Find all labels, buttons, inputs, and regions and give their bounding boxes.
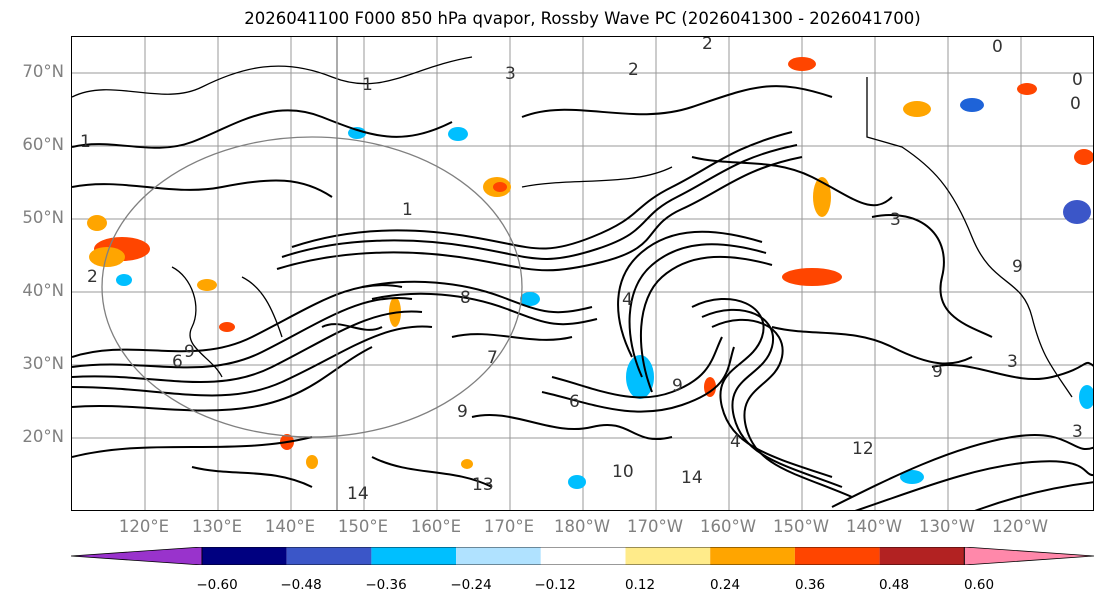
colorbar-segment — [286, 547, 372, 565]
contour-label: 9 — [932, 362, 943, 382]
colorbar-tick-label: 0.60 — [963, 577, 995, 593]
contour-label: 9 — [184, 342, 195, 362]
contour-label: 3 — [1072, 422, 1083, 442]
contour-label: 6 — [569, 392, 580, 412]
lon-label-140w: 140°W — [845, 517, 903, 536]
contour-label: 9 — [672, 376, 683, 396]
contour-label: 8 — [460, 288, 471, 308]
reference-outline — [101, 37, 523, 510]
colorbar-segment — [625, 547, 711, 565]
coastlines — [72, 56, 1073, 398]
qvapor-contours — [72, 85, 1093, 510]
colorbar-tick-label: −0.48 — [280, 577, 322, 593]
colorbar-segment — [879, 547, 965, 565]
lat-label-40n: 40°N — [22, 281, 64, 300]
colorbar-tick-label: −0.60 — [196, 577, 238, 593]
lat-label-70n: 70°N — [22, 62, 64, 81]
colorbar-segment — [794, 547, 880, 565]
colorbar-segment — [371, 547, 457, 565]
contour-label: 3 — [1007, 352, 1018, 372]
lon-label-170w: 170°W — [626, 517, 684, 536]
contour-label: 4 — [730, 432, 741, 452]
lat-label-60n: 60°N — [22, 135, 64, 154]
colorbar-tick-label: 0.36 — [794, 577, 826, 593]
contour-label: 4 — [622, 290, 633, 310]
lon-label-120w: 120°W — [991, 517, 1049, 536]
lat-label-20n: 20°N — [22, 427, 64, 446]
map-panel: 2 3 1 0 2 0 1 3 0 3 1 2 8 7 6 9 4 9 10 6… — [71, 36, 1094, 511]
contour-label: 7 — [487, 348, 498, 368]
lon-label-130e: 130°E — [191, 517, 243, 536]
contour-label: 12 — [852, 439, 874, 459]
contour-label: 9 — [457, 402, 468, 422]
colorbar-segment — [710, 547, 795, 565]
contour-label: 3 — [890, 210, 901, 230]
lon-label-180w: 180°W — [553, 517, 611, 536]
colorbar-tick-label: 0.24 — [709, 577, 741, 593]
lon-label-130w: 130°W — [918, 517, 976, 536]
contour-label: 10 — [612, 462, 634, 482]
colorbar-segment — [456, 547, 541, 565]
colorbar — [71, 547, 1095, 565]
contour-label: 2 — [628, 60, 639, 80]
map-canvas: 2 3 1 0 2 0 1 3 0 3 1 2 8 7 6 9 4 9 10 6… — [72, 37, 1093, 510]
contour-label: 13 — [472, 475, 494, 495]
contour-labels: 2 3 1 0 2 0 1 3 0 3 1 2 8 7 6 9 4 9 10 6… — [80, 37, 1083, 504]
contour-label: 3 — [505, 64, 516, 84]
lon-label-160e: 160°E — [410, 517, 462, 536]
contour-label: 6 — [172, 352, 183, 372]
colorbar-tick-label: 0.48 — [878, 577, 910, 593]
colorbar-segment — [540, 547, 626, 565]
contour-label: 2 — [702, 37, 713, 54]
lon-label-150e: 150°E — [337, 517, 389, 536]
colorbar-tick-label: 0.12 — [624, 577, 656, 593]
lon-label-170e: 170°E — [483, 517, 535, 536]
contour-label: 0 — [1072, 70, 1083, 90]
contour-label: 9 — [1012, 257, 1023, 277]
lon-label-160w: 160°W — [699, 517, 757, 536]
lon-label-140e: 140°E — [264, 517, 316, 536]
colorbar-tick-label: −0.36 — [365, 577, 407, 593]
contour-label: 14 — [681, 468, 703, 488]
lat-label-30n: 30°N — [22, 354, 64, 373]
colorbar-tick-label: −0.12 — [534, 577, 576, 593]
colorbar-tick-label: −0.24 — [450, 577, 492, 593]
contour-label: 1 — [402, 200, 413, 220]
colorbar-extend-min — [71, 547, 203, 565]
contour-label: 14 — [347, 484, 369, 504]
contour-label: 1 — [362, 75, 373, 95]
contour-label: 1 — [80, 132, 91, 152]
lat-label-50n: 50°N — [22, 208, 64, 227]
anomaly-shading — [87, 57, 1093, 489]
lon-label-120e: 120°E — [118, 517, 170, 536]
lon-label-150w: 150°W — [772, 517, 830, 536]
contour-label: 0 — [1070, 94, 1081, 114]
colorbar-segment — [202, 547, 287, 565]
gridlines — [72, 37, 1093, 510]
contour-label: 0 — [992, 37, 1003, 57]
plot-title: 2026041100 F000 850 hPa qvapor, Rossby W… — [244, 9, 921, 28]
colorbar-extend-max — [963, 547, 1095, 565]
contour-label: 2 — [87, 267, 98, 287]
